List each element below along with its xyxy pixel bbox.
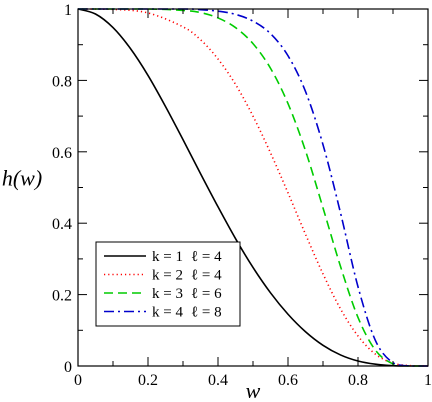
x-tick-label: 0.8 — [348, 372, 368, 389]
series-layer — [77, 8, 429, 367]
y-tick-label: 0 — [64, 359, 72, 376]
y-tick-label: 0.6 — [52, 145, 72, 162]
y-tick-label: 1 — [64, 2, 72, 19]
series-line-1 — [77, 8, 428, 367]
x-axis-title: w — [246, 378, 261, 402]
x-tick-label: 1 — [424, 372, 432, 389]
series-line-3 — [78, 8, 428, 367]
legend-k-label-2: k = 2 — [152, 268, 183, 284]
legend-k-label-1: k = 1 — [152, 249, 183, 265]
x-tick-label: 0.4 — [208, 372, 228, 389]
y-tick-label: 0.2 — [52, 288, 72, 305]
y-tick-label: 0.4 — [52, 216, 72, 233]
legend-l-label-2: ℓ = 4 — [191, 268, 222, 284]
x-tick-label: 0 — [74, 372, 82, 389]
legend-k-label-4: k = 4 — [152, 305, 183, 321]
series-line-4 — [78, 8, 428, 367]
y-axis-title: h(w) — [2, 166, 42, 191]
y-tick-label: 0.8 — [52, 73, 72, 90]
x-tick-label: 0.2 — [138, 372, 158, 389]
series-line-2 — [77, 8, 429, 367]
legend: k = 1 ℓ = 4 k = 2 ℓ = 4 k = 3 ℓ = 6 k = 4 ℓ = 8 — [95, 241, 241, 327]
legend-l-label-1: ℓ = 4 — [191, 249, 222, 265]
legend-l-label-4: ℓ = 8 — [191, 305, 222, 321]
ticks-layer: 0 0.2 0.4 0.6 0.8 1 0 0.2 0.4 0.6 0.8 1 — [52, 2, 432, 389]
legend-k-label-3: k = 3 — [152, 286, 183, 302]
legend-l-label-3: ℓ = 6 — [191, 286, 222, 302]
x-tick-label: 0.6 — [278, 372, 298, 389]
